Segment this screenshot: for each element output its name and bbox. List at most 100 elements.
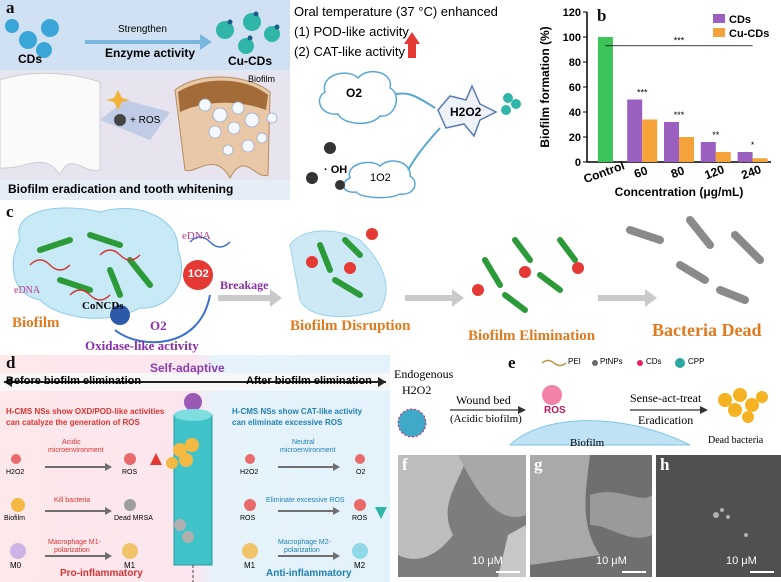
- skull-icons: [306, 142, 345, 190]
- strengthen-label: Strengthen: [118, 24, 167, 35]
- biofilm-bubbles: [198, 98, 278, 156]
- singlet-c-label: 1O2: [188, 268, 209, 280]
- dead-bacteria-label: Dead bacteria: [708, 435, 764, 446]
- oral-temp-label: Oral temperature (37 °C) enhanced: [294, 4, 498, 19]
- sparkle-icon: [106, 90, 130, 110]
- h2o2-d-right: H2O2: [240, 469, 259, 476]
- legend-cds: CDs: [646, 357, 662, 366]
- nanosheet-icon: [184, 393, 202, 411]
- panel-e: e PEI PtNPs CDs CPP Endogenous H2O2 Woun…: [390, 355, 781, 455]
- biofilm-cluster: [166, 438, 199, 469]
- m2-label: M2: [354, 561, 366, 570]
- acidic-biofilm-label: (Acidic biofilm): [450, 413, 522, 425]
- panel-e-art: [397, 358, 768, 446]
- panel-c-label: c: [6, 202, 14, 221]
- legend-swatch: [713, 28, 725, 37]
- sem-g: g 10 μM: [530, 455, 652, 577]
- sem-h-scale: 10 μM: [726, 555, 757, 567]
- elimination-label: Biofilm Elimination: [468, 328, 596, 344]
- singlet-label: 1O2: [370, 172, 391, 184]
- sem-h: h 10 μM: [656, 455, 781, 577]
- m1-label-left: M1: [124, 561, 136, 570]
- concds-particle: [110, 305, 130, 325]
- h2o2-e-label: H2O2: [402, 383, 432, 397]
- oh-label: · OH: [324, 164, 348, 176]
- legend-label: Cu-CDs: [729, 28, 769, 40]
- strengthen-arrow: [85, 34, 212, 50]
- biofilm-c-label: Biofilm: [12, 315, 60, 331]
- panel-c-art: [12, 207, 764, 344]
- y-tick-label: 0: [575, 157, 581, 169]
- m1-cell: [122, 543, 138, 559]
- significance-mark: ***: [674, 35, 685, 45]
- m2-cell: [352, 543, 368, 559]
- ros-e-label: ROS: [544, 405, 566, 416]
- panel-d: d Self-adaptive Before biofilm eliminati…: [0, 355, 390, 582]
- bar-cu-cds: [715, 152, 731, 162]
- biofilm-chart: 020406080100120Control***60***80**120*24…: [538, 7, 771, 199]
- panel-a-caption: Biofilm eradication and tooth whitening: [8, 182, 234, 196]
- singlet-cloud: [343, 160, 416, 199]
- y-tick-label: 100: [563, 32, 581, 44]
- significance-mark: *: [751, 140, 755, 150]
- enzyme-activity-label: Enzyme activity: [105, 46, 196, 60]
- legend-pei: PEI: [568, 357, 581, 366]
- bar-cu-cds: [752, 158, 768, 162]
- eliminate-ros-label: Eliminate excessive ROS: [266, 497, 345, 504]
- panel-a: a CDs Strengthen Enzyme activity Cu-CDs …: [0, 0, 290, 200]
- polarization-right: polarization: [284, 547, 320, 554]
- arrow-to-elimination: [405, 289, 464, 307]
- bar-cu-cds: [642, 119, 658, 162]
- cds-dots: [5, 19, 59, 58]
- significance-mark: ***: [674, 110, 685, 120]
- panel-b: 0 20 40 60 80 100 120 Control *** 60 *** 80 ** 120 * 24…: [535, 0, 781, 200]
- endogenous-label: Endogenous: [394, 367, 454, 381]
- panel-a-art: [0, 0, 290, 200]
- biofilm-small-label: Biofilm: [248, 74, 276, 84]
- edna-top-label: eDNA: [182, 230, 211, 242]
- panel-d-label: d: [6, 355, 16, 372]
- x-tick-label: 240: [739, 162, 763, 182]
- y-tick-label: 120: [563, 7, 581, 19]
- m0-label: M0: [10, 561, 22, 570]
- h2o2-star: [437, 84, 498, 138]
- sem-h-scalebar: [750, 571, 774, 573]
- concds-label: CoNCDs: [82, 300, 124, 312]
- edna-left-label: eDNA: [14, 285, 41, 296]
- left-desc-1: H-CMS NSs show OXD/POD-like activities: [6, 407, 165, 416]
- legend-swatch: [713, 14, 725, 23]
- bacteria-green: [37, 232, 153, 298]
- dead-bacteria: [626, 216, 764, 304]
- left-desc-2: can catalyze the generation of ROS: [6, 418, 140, 427]
- m1-label-right: M1: [244, 561, 256, 570]
- legend-cpp: CPP: [688, 357, 705, 366]
- bar-cds: [700, 142, 716, 162]
- kill-label: Kill bacteria: [54, 497, 91, 504]
- acidic-label-2: microenvironment: [48, 447, 104, 454]
- disrupted-biofilm: [289, 230, 387, 318]
- cds-label: CDs: [18, 52, 43, 66]
- singlet-oxygen-icon: [183, 260, 213, 290]
- o2-cloud: [318, 70, 398, 125]
- x-tick-label: 80: [669, 163, 687, 181]
- h2o2-label: H2O2: [450, 105, 482, 119]
- biofilm-mound: [508, 420, 691, 446]
- y-tick-label: 60: [569, 82, 581, 94]
- sem-f-scale: 10 μM: [472, 555, 503, 567]
- biofilm-d-label: Biofilm: [4, 515, 26, 522]
- m2-pol-label: Macrophage M2-: [278, 539, 331, 546]
- y-axis-label: Biofilm formation (%): [538, 26, 552, 147]
- up-arrow-icon: [404, 32, 420, 58]
- pro-inflammatory-label: Pro-inflammatory: [60, 568, 143, 579]
- dead-label: Bacteria Dead: [652, 320, 762, 340]
- white-tooth: [0, 72, 101, 177]
- bacteria-eliminating: [482, 237, 578, 313]
- pod-label: (1) POD-like activity: [294, 24, 409, 39]
- o2-c-label: O2: [150, 318, 167, 333]
- anti-inflammatory-label: Anti-inflammatory: [266, 568, 352, 579]
- x-tick-label: 60: [632, 163, 650, 181]
- ros-skull-icon: [542, 385, 562, 405]
- sem-h-label: h: [660, 455, 670, 474]
- increase-arrow-icon: [150, 453, 162, 465]
- ros-source: [114, 114, 126, 126]
